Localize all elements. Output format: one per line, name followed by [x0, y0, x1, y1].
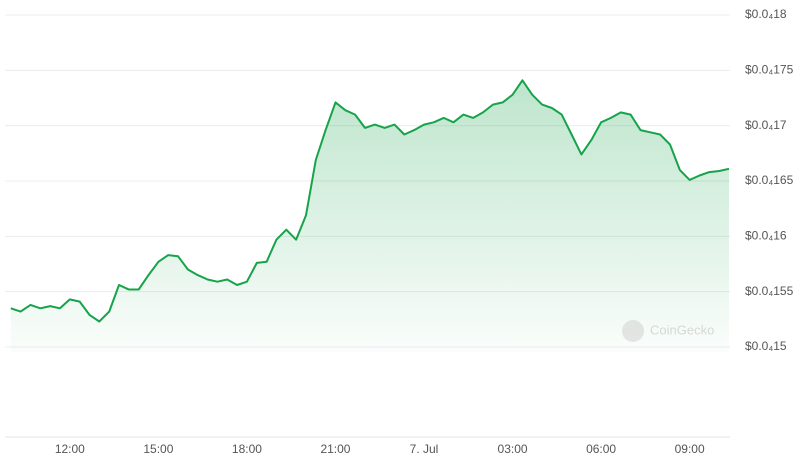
- y-tick-label: $0.0₄165: [745, 173, 794, 187]
- price-line: [10, 79, 730, 323]
- x-tick-label: 18:00: [232, 442, 262, 456]
- watermark: CoinGecko: [650, 322, 714, 337]
- plot-area: [10, 79, 730, 353]
- y-tick-label: $0.0₄18: [745, 7, 787, 21]
- x-tick-label: 03:00: [498, 442, 528, 456]
- x-tick-label: 09:00: [675, 442, 705, 456]
- x-tick-label: 21:00: [320, 442, 350, 456]
- y-tick-label: $0.0₄15: [745, 339, 787, 353]
- x-tick-label: 12:00: [55, 442, 85, 456]
- watermark-group: CoinGecko: [622, 320, 714, 342]
- x-tick-label: 06:00: [586, 442, 616, 456]
- price-area: [10, 80, 730, 353]
- y-tick-label: $0.0₄16: [745, 229, 787, 243]
- y-tick-label: $0.0₄175: [745, 63, 794, 77]
- x-tick-label: 15:00: [143, 442, 173, 456]
- y-tick-label: $0.0₄17: [745, 118, 787, 132]
- x-tick-label: 7. Jul: [410, 442, 439, 456]
- y-tick-label: $0.0₄155: [745, 284, 794, 298]
- watermark-icon: [622, 320, 644, 342]
